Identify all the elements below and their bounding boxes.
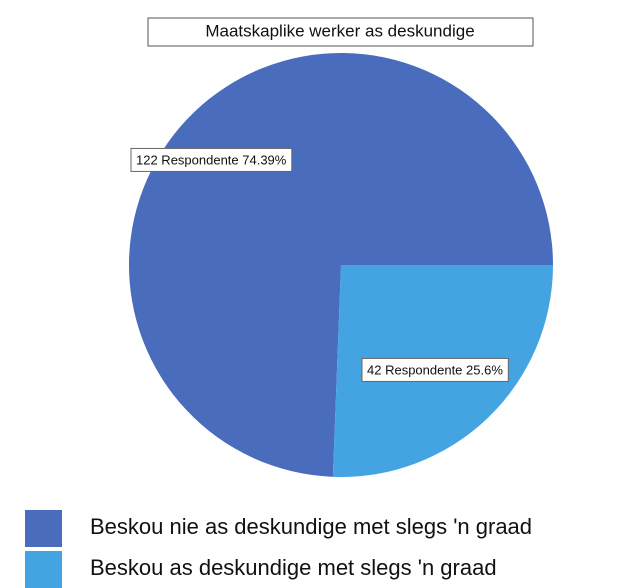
legend-swatch xyxy=(25,510,62,547)
data-label: 42 Respondente 25.6% xyxy=(367,362,503,377)
title-box xyxy=(147,17,534,47)
data-label: 122 Respondente 74.39% xyxy=(136,152,287,167)
chart-title: Maatskaplike werker as deskundige xyxy=(205,21,474,40)
legend-label: Beskou as deskundige met slegs 'n graad xyxy=(90,555,497,580)
legend-swatch xyxy=(25,551,62,588)
data-label-box xyxy=(130,147,293,172)
data-label-box xyxy=(361,357,509,382)
legend-label: Beskou nie as deskundige met slegs 'n gr… xyxy=(90,514,532,539)
